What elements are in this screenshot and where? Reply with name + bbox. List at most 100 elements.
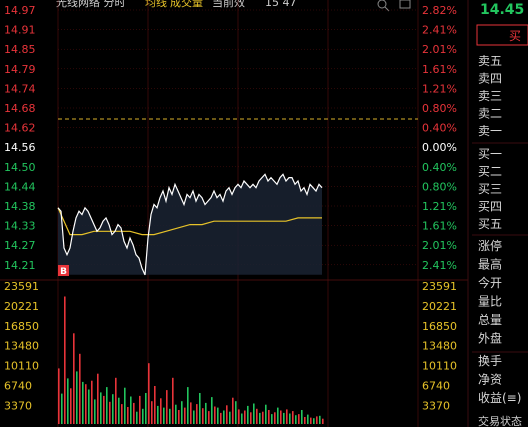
volume-bar bbox=[301, 410, 303, 424]
volume-bar bbox=[232, 397, 234, 424]
volume-bar bbox=[220, 412, 222, 424]
stat-label: 今开 bbox=[478, 275, 502, 290]
volume-tick-label: 6740 bbox=[4, 380, 32, 393]
volume-tick-label-right: 6740 bbox=[422, 380, 450, 393]
volume-bar bbox=[142, 408, 144, 424]
price-tick-label: 14.97 bbox=[4, 4, 36, 17]
volume-bar bbox=[178, 410, 180, 424]
trade-status: 交易状态 bbox=[478, 414, 522, 427]
percent-tick-label: 1.61% bbox=[422, 220, 457, 233]
volume-bar bbox=[157, 405, 159, 424]
volume-bar bbox=[247, 405, 249, 424]
volume-bar bbox=[268, 410, 270, 424]
volume-bar bbox=[115, 377, 117, 424]
volume-bar bbox=[202, 408, 204, 424]
volume-bar bbox=[73, 333, 75, 424]
percent-tick-label: 2.01% bbox=[422, 43, 457, 56]
volume-bar bbox=[244, 410, 246, 424]
volume-bar bbox=[127, 407, 129, 424]
percent-tick-label: 1.61% bbox=[422, 63, 457, 76]
price-tick-label: 14.79 bbox=[4, 63, 36, 76]
volume-tick-label-right: 20221 bbox=[422, 300, 457, 313]
volume-bar bbox=[139, 395, 141, 424]
volume-tick-label: 13480 bbox=[4, 340, 39, 353]
volume-bar bbox=[172, 377, 174, 424]
volume-bar bbox=[106, 387, 108, 424]
volume-bar bbox=[196, 404, 198, 424]
volume-tick-label: 16850 bbox=[4, 320, 39, 333]
volume-bar bbox=[286, 409, 288, 424]
bid-label: 买二 bbox=[478, 165, 502, 179]
volume-bar bbox=[64, 296, 66, 424]
zoom-icon[interactable] bbox=[377, 0, 390, 12]
percent-tick-label: 2.01% bbox=[422, 239, 457, 252]
volume-bar bbox=[208, 411, 210, 424]
volume-bar bbox=[58, 368, 60, 424]
volume-bar bbox=[94, 399, 96, 424]
volume-bar bbox=[229, 411, 231, 424]
volume-bar bbox=[235, 401, 237, 424]
volume-bar bbox=[262, 411, 264, 424]
volume-tick-label: 20221 bbox=[4, 300, 39, 313]
volume-bar bbox=[295, 415, 297, 424]
percent-tick-label: 0.80% bbox=[422, 180, 457, 193]
price-tick-label: 14.38 bbox=[4, 200, 36, 213]
stat-label: 总量 bbox=[478, 313, 502, 327]
volume-bar bbox=[283, 412, 285, 424]
ask-label: 卖四 bbox=[478, 72, 502, 86]
volume-bar bbox=[112, 394, 114, 424]
stat-label: 最高 bbox=[478, 257, 502, 272]
volume-bar bbox=[88, 389, 90, 424]
buy-button[interactable]: 买 bbox=[476, 24, 528, 46]
volume-bar bbox=[103, 395, 105, 424]
legend-volume: 成交量 bbox=[170, 0, 203, 9]
volume-bar bbox=[238, 409, 240, 424]
percent-tick-label: 2.41% bbox=[422, 259, 457, 272]
volume-bar bbox=[100, 392, 102, 424]
volume-tick-label-right: 3370 bbox=[422, 399, 450, 412]
volume-bar bbox=[271, 414, 273, 424]
volume-bar bbox=[148, 363, 150, 424]
percent-tick-label: 2.82% bbox=[422, 4, 457, 17]
percent-tick-label: 2.41% bbox=[422, 24, 457, 37]
price-line bbox=[57, 173, 323, 276]
price-tick-label: 14.33 bbox=[4, 220, 36, 233]
bid-label: 买四 bbox=[478, 200, 502, 214]
stat-label: 量比 bbox=[478, 295, 502, 309]
price-tick-label: 14.62 bbox=[4, 122, 36, 135]
volume-tick-label: 23591 bbox=[4, 280, 39, 293]
volume-bar bbox=[181, 401, 183, 424]
volume-bar bbox=[253, 403, 255, 424]
buy-marker[interactable]: B bbox=[58, 265, 69, 277]
buy-button-label: 买 bbox=[509, 29, 521, 43]
settings-icon[interactable] bbox=[399, 0, 411, 9]
volume-bar bbox=[289, 413, 291, 424]
volume-tick-label-right: 23591 bbox=[422, 280, 457, 293]
stat-label: 涨停 bbox=[478, 238, 502, 253]
percent-tick-label: 0.80% bbox=[422, 102, 457, 115]
volume-bar bbox=[79, 353, 81, 424]
volume-bar bbox=[118, 397, 120, 424]
stat-label: 外盘 bbox=[478, 331, 502, 346]
ask-label: 卖三 bbox=[478, 89, 502, 103]
volume-bar bbox=[163, 407, 165, 424]
price-tick-label: 14.27 bbox=[4, 239, 36, 252]
price-tick-label: 14.21 bbox=[4, 259, 36, 272]
volume-bar bbox=[265, 404, 267, 424]
bid-label: 买一 bbox=[478, 147, 502, 161]
volume-bar bbox=[154, 386, 156, 424]
volume-bar bbox=[292, 411, 294, 424]
volume-bar bbox=[151, 401, 153, 424]
volume-bar bbox=[313, 418, 315, 424]
volume-bar bbox=[82, 381, 84, 424]
price-tick-label: 14.50 bbox=[4, 161, 36, 174]
stat-label: 收益(≡) bbox=[478, 391, 521, 405]
volume-bar bbox=[61, 393, 63, 424]
bid-label: 买五 bbox=[478, 217, 502, 231]
volume-bar bbox=[274, 412, 276, 424]
volume-bar bbox=[85, 384, 87, 424]
volume-bar bbox=[322, 418, 324, 424]
